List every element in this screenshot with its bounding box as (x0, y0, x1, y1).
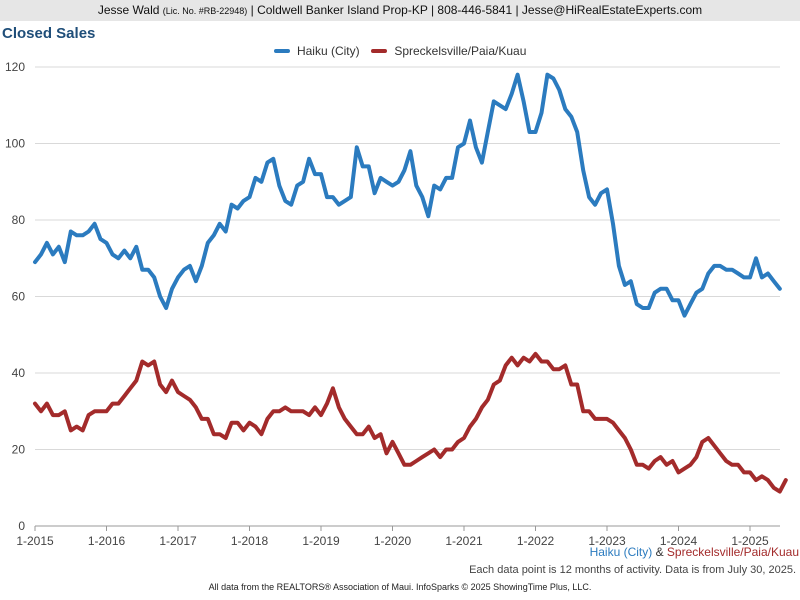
y-tick-label-20: 20 (12, 443, 26, 457)
legend-swatch-haiku (273, 48, 290, 53)
x-tick-label-1-2017: 1-2017 (159, 534, 197, 548)
y-tick-label-120: 120 (5, 60, 25, 74)
x-tick-label-1-2025: 1-2025 (731, 534, 769, 548)
x-tick-label-1-2015: 1-2015 (16, 534, 54, 548)
gridlines (35, 66, 780, 450)
x-tick-label-1-2023: 1-2023 (588, 534, 626, 548)
x-axis: 1-2015 1-2016 1-2017 1-2018 1-2019 1-2020 1-20… (16, 525, 780, 548)
legend-item-haiku[interactable]: Haiku (City) (273, 44, 360, 58)
series-line-haiku (33, 72, 782, 318)
chart-legend: Haiku (City) Spreckelsville/Paia/Kuau (0, 44, 800, 58)
y-tick-label-60: 60 (12, 290, 26, 304)
series-caption: Haiku (City) & Spreckelsville/Paia/Kuau (590, 545, 799, 559)
x-tick-label-1-2022: 1-2022 (517, 534, 555, 548)
chart-title: Closed Sales (2, 25, 96, 42)
x-tick-label-1-2021: 1-2021 (445, 534, 483, 548)
x-tick-label-1-2024: 1-2024 (660, 534, 698, 548)
y-tick-label-100: 100 (5, 137, 25, 151)
y-tick-label-80: 80 (12, 213, 26, 227)
y-tick-label-0: 0 (18, 519, 25, 533)
x-tick-label-1-2016: 1-2016 (88, 534, 126, 548)
agent-header-bar: Jesse Wald (Lic. No. #RB-22948) | Coldwe… (0, 0, 800, 21)
data-note: Each data point is 12 months of activity… (469, 564, 796, 576)
y-tick-label-40: 40 (12, 366, 26, 380)
series-lines (33, 72, 788, 494)
x-tick-label-1-2018: 1-2018 (231, 534, 269, 548)
footer-credits: All data from the REALTORS® Association … (208, 582, 592, 592)
caption-series-haiku: Haiku (City) (589, 545, 653, 559)
legend-swatch-spreckelsville (370, 48, 387, 53)
series-line-spreckelsville (33, 351, 788, 494)
agent-license: (Lic. No. #RB-22948) (162, 6, 248, 16)
legend-item-spreckelsville[interactable]: Spreckelsville/Paia/Kuau (370, 44, 527, 58)
x-tick-label-1-2020: 1-2020 (374, 534, 412, 548)
agent-name: Jesse Wald (97, 3, 160, 17)
x-tick-label-1-2019: 1-2019 (302, 534, 340, 548)
y-axis: 0 20 40 60 80 100 120 (5, 60, 25, 533)
legend-label-haiku: Haiku (City) (296, 44, 360, 58)
agent-contact: | Coldwell Banker Island Prop-KP | 808-4… (250, 3, 703, 17)
caption-joiner: & (652, 545, 667, 559)
legend-label-spreckelsville: Spreckelsville/Paia/Kuau (394, 44, 527, 58)
caption-series-spreckelsville: Spreckelsville/Paia/Kuau (666, 545, 799, 559)
